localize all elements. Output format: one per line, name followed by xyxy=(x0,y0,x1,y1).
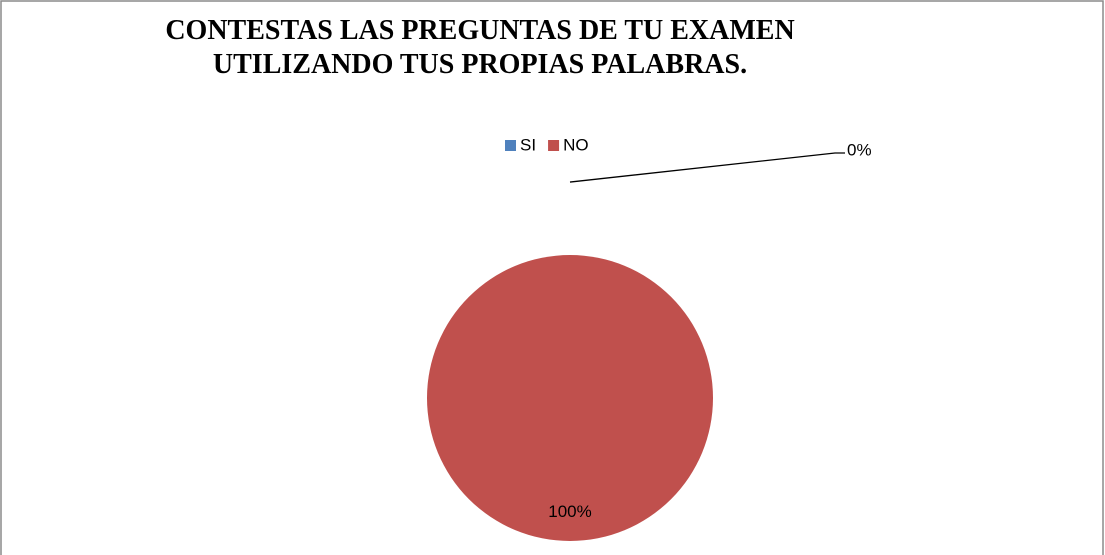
legend-swatch xyxy=(505,140,516,151)
legend-label: SI xyxy=(520,135,536,154)
data-label: 0% xyxy=(847,140,872,159)
pie-slice xyxy=(427,255,713,541)
legend-swatch xyxy=(548,140,560,151)
legend-label: NO xyxy=(563,135,589,154)
leader-line xyxy=(569,152,845,183)
data-label: 100% xyxy=(548,502,591,521)
chart-title: CONTESTAS LAS PREGUNTAS DE TU EXAMEN UTI… xyxy=(165,15,795,80)
